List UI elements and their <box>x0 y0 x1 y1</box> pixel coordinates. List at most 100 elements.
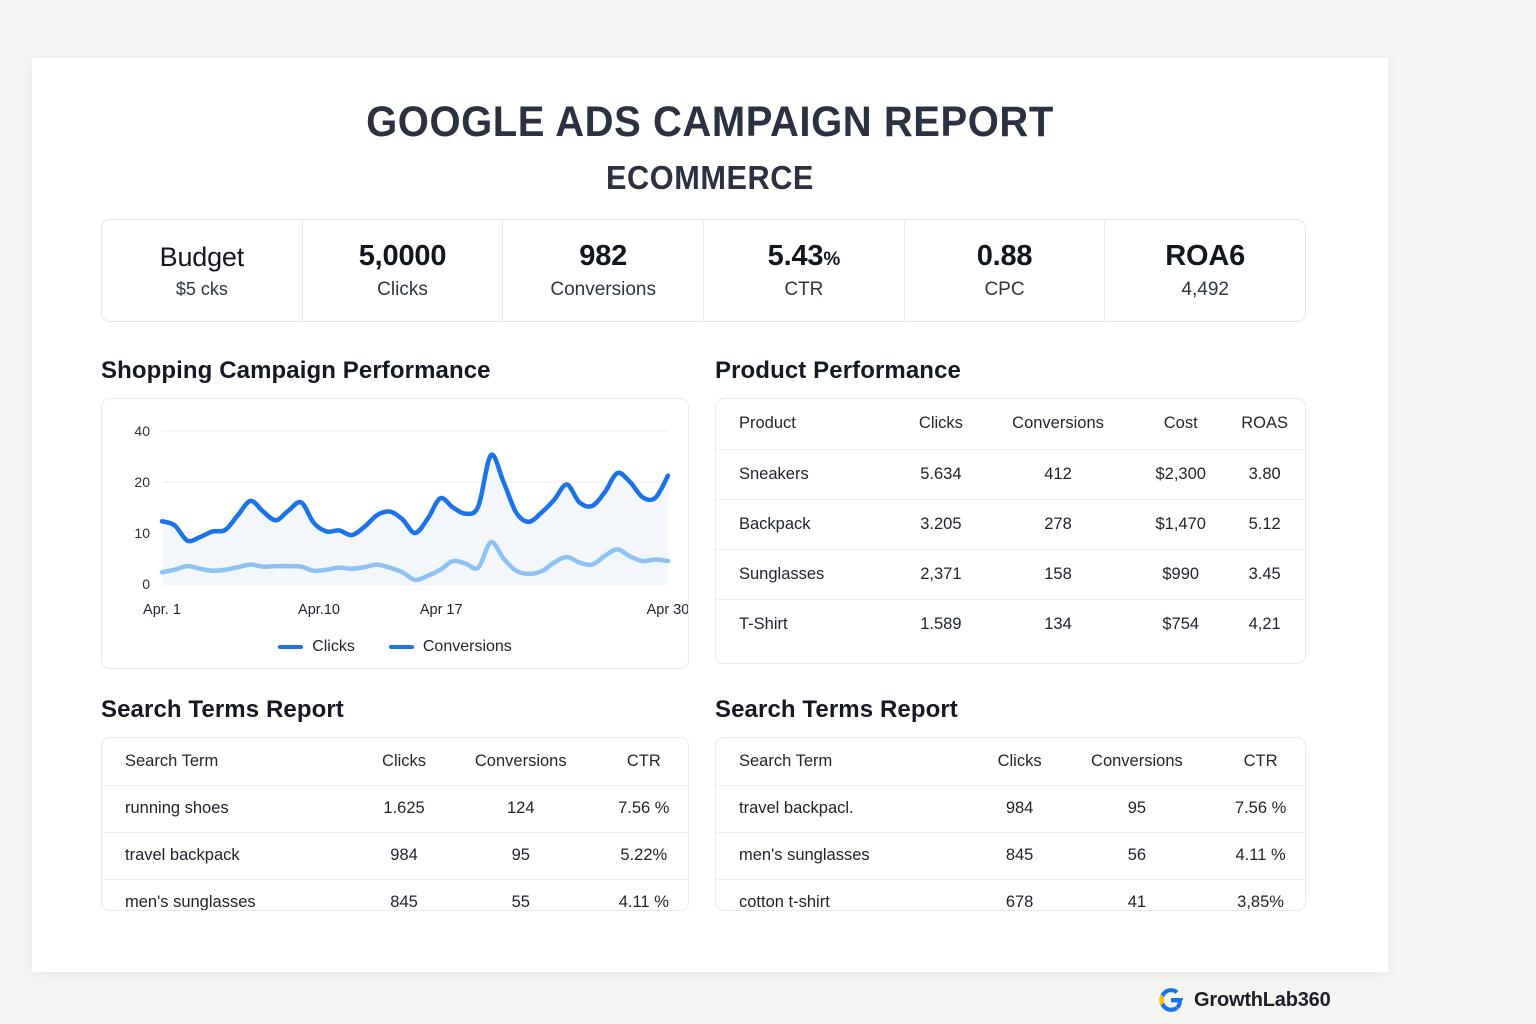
cell-conversions: 95 <box>1057 785 1217 833</box>
cell-clicks: 984 <box>366 832 442 880</box>
cell-clicks: 1.589 <box>920 614 962 633</box>
kpi-number: 5.43 <box>767 240 824 272</box>
brand-name: GrowthLab360 <box>1194 988 1331 1011</box>
table-row[interactable]: Backpack 3.205 278 $1,470 5.12 <box>716 499 1305 550</box>
cell-conversions: 55 <box>511 893 530 911</box>
kpi-label: CPC <box>984 279 1025 300</box>
cell-term: men's sunglasses <box>716 832 982 880</box>
table-row[interactable]: T-Shirt 1.589 134 $754 4,21 <box>716 599 1305 649</box>
table-row[interactable]: travel backpacl. 984 95 7.56 % <box>716 785 1305 833</box>
kpi-value: 982 <box>579 240 628 272</box>
page-subtitle: ECOMMERCE <box>606 159 814 196</box>
kpi-card-ctr[interactable]: 5.43% CTR <box>704 220 905 321</box>
table-row[interactable]: Sunglasses 2,371 158 $990 3.45 <box>716 549 1305 600</box>
table-row[interactable]: running shoes 1.625 124 7.56 % <box>102 785 688 833</box>
cell-conversions: 95 <box>441 832 600 880</box>
cell-clicks: 1.625 <box>366 785 442 833</box>
cell-conversions: 412 <box>978 449 1138 500</box>
column-header[interactable]: Search Term <box>102 738 367 786</box>
column-header[interactable]: Conversions <box>978 399 1138 450</box>
legend-label: Conversions <box>422 638 512 655</box>
kpi-card-clicks[interactable]: 5,0000 Clicks <box>303 220 504 321</box>
kpi-card-conversions[interactable]: 982 Conversions <box>503 220 705 321</box>
cell-term: travel backpacl. <box>716 785 982 833</box>
cell-cost: $1,470 <box>1137 499 1225 550</box>
cell-clicks: 678 <box>1005 893 1034 911</box>
chart-card: 0 10 20 40 Apr. 1 Apr.10 Apr 17 Apr 30 Clicks C… <box>101 398 689 669</box>
kpi-value: 0.88 <box>976 240 1033 272</box>
cell-roas: 3.80 <box>1224 449 1305 500</box>
cell-clicks: 984 <box>981 785 1058 833</box>
cell-clicks: 845 <box>390 893 418 911</box>
kpi-unit: % <box>823 249 841 270</box>
table-row[interactable]: cotton t-shirt 678 41 3,85% <box>716 879 1305 911</box>
svg-text:Apr.10: Apr.10 <box>298 602 340 618</box>
svg-text:40: 40 <box>134 423 150 439</box>
column-header[interactable]: Search Term <box>716 738 982 786</box>
cell-product: Sneakers <box>716 449 903 500</box>
cell-conversions: 134 <box>1044 614 1072 633</box>
column-header[interactable]: Product <box>716 399 903 450</box>
cell-ctr: 4.11 % <box>1216 832 1305 880</box>
cell-clicks: 5.634 <box>902 449 979 500</box>
search-terms-right-table: Search Term Clicks Conversions CTR trave… <box>716 738 1305 911</box>
column-header[interactable]: Clicks <box>902 399 979 450</box>
cell-conversions: 278 <box>978 499 1138 550</box>
column-header[interactable]: Cost <box>1137 399 1225 450</box>
kpi-card-cpc[interactable]: 0.88 CPC <box>905 220 1106 321</box>
legend-swatch-icon <box>388 645 414 649</box>
kpi-value: 5.43% <box>767 240 841 272</box>
column-header[interactable]: Conversions <box>1057 738 1217 786</box>
section-title-search-right: Search Terms Report <box>715 696 958 723</box>
cell-cost: $754 <box>1162 614 1200 633</box>
line-chart: 0 10 20 40 Apr. 1 Apr.10 Apr 17 Apr 30 <box>134 423 688 618</box>
svg-text:20: 20 <box>134 474 150 490</box>
table-row[interactable]: men's sunglasses 845 55 4.11 % <box>102 879 688 911</box>
product-performance-table-card: Product Clicks Conversions Cost ROAS Sne… <box>715 398 1306 664</box>
cell-clicks: 3.205 <box>902 499 979 550</box>
column-header[interactable]: ROAS <box>1224 399 1305 450</box>
column-header[interactable]: CTR <box>599 738 688 786</box>
kpi-summary-row: Budget $5 cks 5,0000 Clicks 982 Conversi… <box>101 219 1306 322</box>
column-header[interactable]: Clicks <box>981 738 1058 786</box>
svg-text:Apr. 1: Apr. 1 <box>143 602 181 618</box>
cell-cost: $2,300 <box>1137 449 1225 500</box>
table-header-row: Product Clicks Conversions Cost ROAS <box>716 399 1305 450</box>
cell-roas: 3.45 <box>1224 549 1305 600</box>
section-title-chart: Shopping Campaign Performance <box>101 357 491 384</box>
svg-text:0: 0 <box>142 576 150 592</box>
table-row[interactable]: men's sunglasses 845 56 4.11 % <box>716 832 1305 880</box>
cell-product: Sunglasses <box>716 549 903 600</box>
legend-item-conversions[interactable]: Conversions <box>388 638 512 656</box>
section-title-search-left: Search Terms Report <box>101 696 344 723</box>
cell-term: travel backpack <box>102 832 367 880</box>
page-title: GOOGLE ADS CAMPAIGN REPORT <box>366 98 1054 146</box>
cell-ctr: 3,85% <box>1237 893 1284 911</box>
google-g-icon <box>1159 988 1183 1012</box>
search-terms-left-table-card: Search Term Clicks Conversions CTR runni… <box>101 737 689 911</box>
kpi-label: Clicks <box>377 279 428 300</box>
cell-term: running shoes <box>102 785 367 833</box>
table-row[interactable]: Sneakers 5.634 412 $2,300 3.80 <box>716 449 1305 500</box>
table-header-row: Search Term Clicks Conversions CTR <box>716 738 1305 786</box>
product-performance-table: Product Clicks Conversions Cost ROAS Sne… <box>716 399 1305 649</box>
legend-item-clicks[interactable]: Clicks <box>278 638 355 656</box>
kpi-card-roas[interactable]: ROA6 4,492 <box>1105 220 1305 321</box>
cell-term: men's sunglasses <box>125 893 256 911</box>
column-header[interactable]: CTR <box>1216 738 1305 786</box>
section-title-product: Product Performance <box>715 357 961 384</box>
cell-conversions: 56 <box>1057 832 1217 880</box>
search-terms-right-table-card: Search Term Clicks Conversions CTR trave… <box>715 737 1306 911</box>
cell-product: T-Shirt <box>739 614 788 633</box>
kpi-card-budget[interactable]: Budget $5 cks <box>102 220 303 321</box>
brand-footer: GrowthLab360 <box>1158 987 1331 1013</box>
cell-clicks: 2,371 <box>902 549 979 600</box>
cell-roas: 4,21 <box>1248 614 1281 633</box>
cell-ctr: 4.11 % <box>618 893 669 911</box>
table-row[interactable]: travel backpack 984 95 5.22% <box>102 832 688 880</box>
column-header[interactable]: Clicks <box>366 738 442 786</box>
column-header[interactable]: Conversions <box>441 738 600 786</box>
report-sheet: GOOGLE ADS CAMPAIGN REPORT ECOMMERCE Bud… <box>32 58 1388 1012</box>
legend-label: Clicks <box>312 638 355 655</box>
